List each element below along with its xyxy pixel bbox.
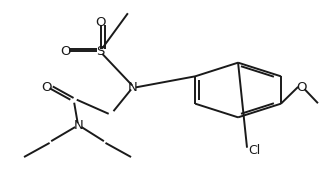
Text: O: O <box>297 81 307 94</box>
Text: O: O <box>96 16 106 30</box>
Text: Cl: Cl <box>248 144 260 157</box>
Text: N: N <box>128 81 138 94</box>
Text: S: S <box>96 45 105 58</box>
Text: O: O <box>41 81 52 94</box>
Text: N: N <box>73 119 83 132</box>
Text: O: O <box>60 45 71 58</box>
